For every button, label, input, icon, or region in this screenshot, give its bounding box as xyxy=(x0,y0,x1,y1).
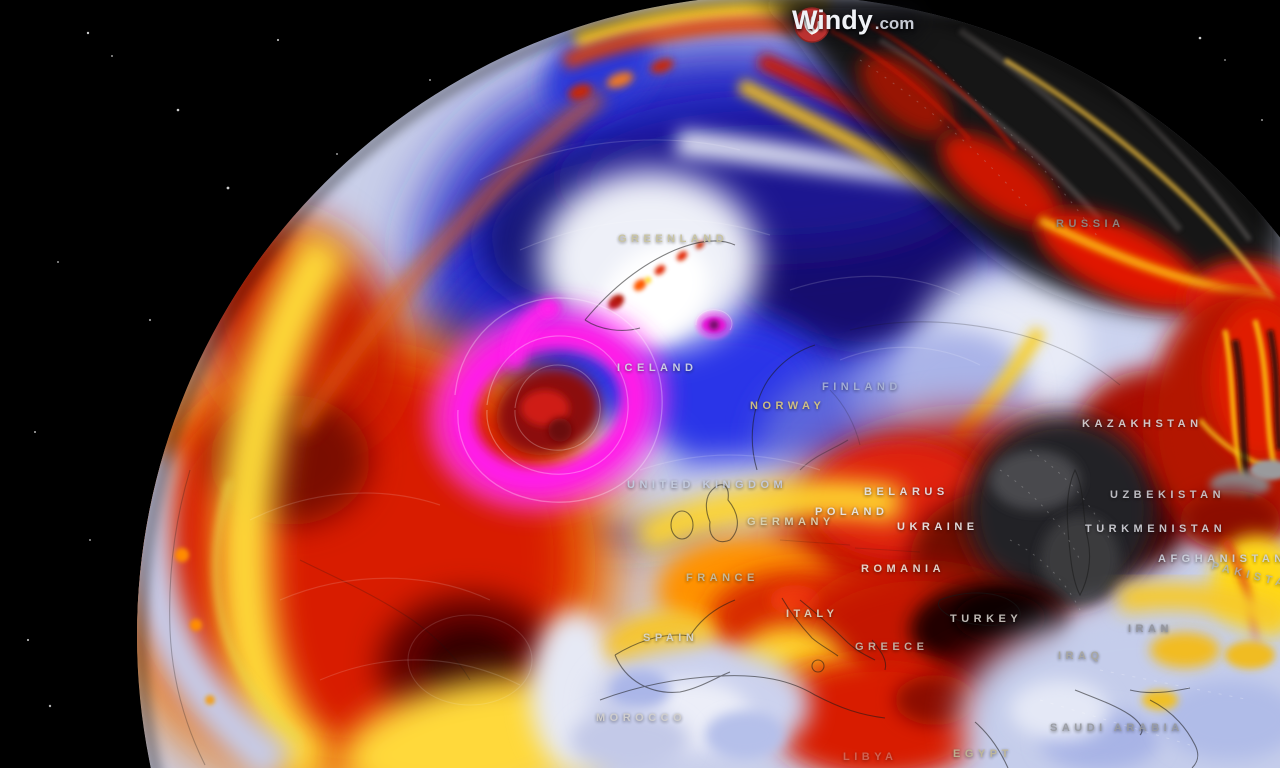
wind-streamlines xyxy=(249,59,1251,746)
brand-name: Windy xyxy=(792,5,873,35)
caspian-extreme-gray xyxy=(967,415,1157,605)
stars xyxy=(26,31,1263,708)
country-borders xyxy=(169,240,1199,768)
middle-east-neutral xyxy=(960,583,1280,768)
windy-logo[interactable]: Windy .com xyxy=(782,1,925,43)
west-med-neutral xyxy=(570,645,810,768)
greenland-ice xyxy=(540,170,760,350)
ural-mountain-heat xyxy=(1150,290,1280,550)
windy-logo-icon xyxy=(794,7,830,43)
polar-vortex xyxy=(429,299,732,511)
globe-rim-shade xyxy=(137,0,1280,768)
globe-surface xyxy=(137,0,1280,768)
brand-suffix: .com xyxy=(874,14,915,33)
